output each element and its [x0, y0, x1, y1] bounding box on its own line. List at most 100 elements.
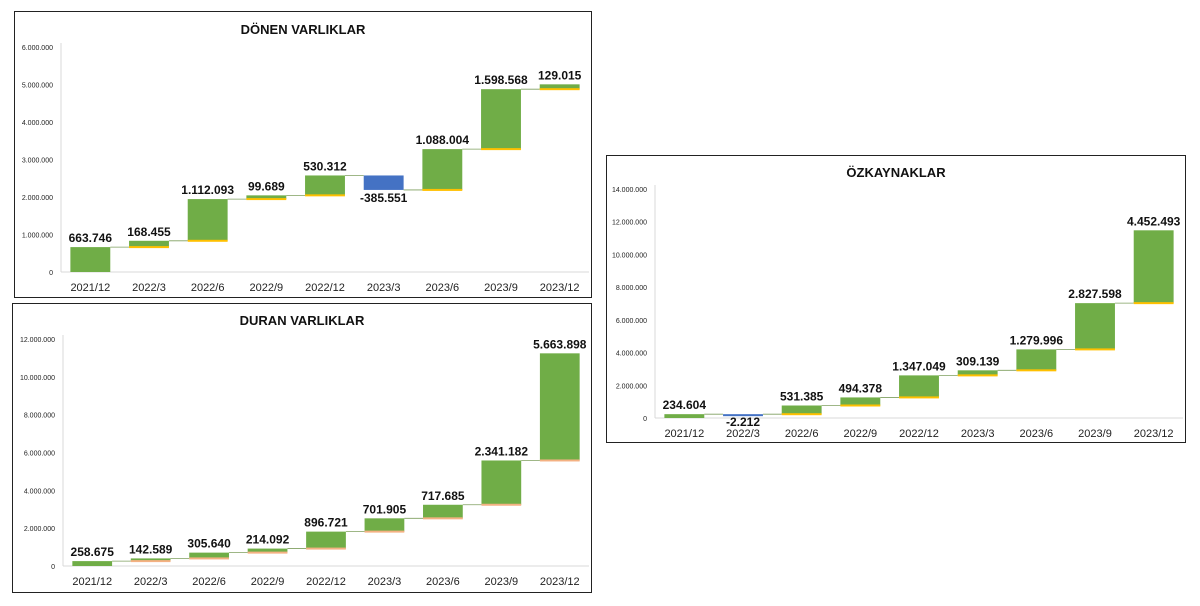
chart-svg-donen: 0 1.000.000 2.000.000 3.000.000 4.000.000 5.0…	[22, 43, 589, 294]
bar-base-edge	[957, 374, 998, 377]
y-tick-label: 10.000.000	[612, 252, 647, 259]
category-label: 2023/3	[961, 428, 995, 440]
waterfall-bar	[539, 84, 580, 90]
data-label: 494.378	[839, 381, 883, 395]
data-label: 896.721	[304, 516, 348, 530]
waterfall-bar	[481, 460, 522, 505]
category-label: 2022/9	[250, 282, 284, 294]
chart-svg-duran: 0 2.000.000 4.000.000 6.000.000 8.000.000 10.…	[20, 335, 589, 588]
y-tick-label: 2.000.000	[22, 195, 53, 202]
data-label: 530.312	[303, 159, 347, 173]
category-label: 2023/12	[1134, 428, 1174, 440]
y-tick-label: 0	[49, 270, 53, 277]
data-label: 1.088.004	[416, 133, 470, 147]
y-tick-label: 6.000.000	[24, 451, 55, 458]
waterfall-bar	[957, 370, 998, 376]
category-label: 2021/12	[70, 282, 110, 294]
bar-base-edge	[129, 246, 169, 249]
y-tick-label: 2.000.000	[24, 526, 55, 533]
category-label: 2022/9	[844, 428, 878, 440]
bar-base-edge	[246, 198, 287, 201]
waterfall-bar	[423, 504, 463, 519]
y-tick-label: 0	[643, 416, 647, 423]
waterfall-bar	[1016, 349, 1057, 371]
category-label: 2021/12	[72, 576, 112, 588]
data-label: 214.092	[246, 533, 290, 547]
bar-base-edge	[187, 239, 228, 242]
category-label: 2022/6	[192, 576, 226, 588]
category-label: 2023/9	[1078, 428, 1112, 440]
data-label: 1.112.093	[181, 183, 234, 197]
waterfall-bar	[539, 353, 580, 461]
waterfall-bar	[246, 195, 287, 200]
data-label: 663.746	[69, 231, 113, 245]
bar-base-edge	[247, 551, 288, 554]
chart-panel-ozkaynak: ÖZKAYNAKLAR 0 2.000.000 4.000.000 6.000.000…	[606, 155, 1186, 443]
data-label: 2.341.182	[475, 444, 529, 458]
chart-panel-duran: DURAN VARLIKLAR 0 2.000.000 4.000.000 6.000…	[12, 303, 592, 593]
waterfall-bar	[247, 548, 288, 553]
y-tick-label: 2.000.000	[616, 383, 647, 390]
category-label: 2022/12	[899, 428, 939, 440]
waterfall-bar	[1075, 303, 1115, 350]
data-label: 717.685	[421, 489, 465, 503]
bar-base-edge	[305, 194, 345, 197]
category-label: 2022/6	[785, 428, 819, 440]
y-tick-label: 8.000.000	[616, 285, 647, 292]
category-label: 2023/6	[1020, 428, 1054, 440]
data-label: 2.827.598	[1068, 287, 1122, 301]
bar-base-edge	[539, 459, 580, 462]
bar-base-edge	[1016, 369, 1057, 372]
category-label: 2022/6	[191, 282, 225, 294]
chart-title: DURAN VARLIKLAR	[239, 313, 365, 328]
chart-title: ÖZKAYNAKLAR	[846, 165, 946, 180]
waterfall-bar	[306, 531, 346, 549]
waterfall-bar	[781, 405, 822, 415]
waterfall-bar	[130, 558, 171, 562]
category-label: 2023/3	[368, 576, 402, 588]
bar-base-edge	[899, 396, 939, 399]
bar-base-edge	[840, 404, 881, 407]
category-label: 2022/3	[134, 576, 168, 588]
waterfall-bar	[723, 414, 763, 417]
data-label: 5.663.898	[533, 337, 587, 351]
category-label: 2022/3	[726, 428, 760, 440]
data-label: 168.455	[127, 225, 171, 239]
waterfall-bar	[72, 561, 113, 566]
bar-base-edge	[781, 413, 822, 416]
chart-title: DÖNEN VARLIKLAR	[240, 22, 366, 37]
category-label: 2022/12	[306, 576, 346, 588]
data-label: 309.139	[956, 354, 1000, 368]
bar-base-edge	[481, 148, 521, 151]
bar-base-edge	[1075, 348, 1115, 351]
waterfall-bar	[70, 247, 111, 272]
waterfall-bar	[422, 149, 463, 190]
data-label: 258.675	[71, 545, 115, 559]
waterfall-bar	[189, 552, 229, 559]
data-label: 701.905	[363, 502, 407, 516]
y-tick-label: 5.000.000	[22, 83, 53, 90]
y-tick-label: 12.000.000	[20, 337, 55, 344]
waterfall-bar	[1133, 230, 1174, 304]
waterfall-bar	[899, 375, 939, 398]
waterfall-bar	[129, 240, 169, 248]
y-tick-label: 14.000.000	[612, 187, 647, 194]
y-tick-label: 10.000.000	[20, 375, 55, 382]
data-label: 531.385	[780, 390, 824, 404]
data-label: 99.689	[248, 179, 285, 193]
y-tick-label: 6.000.000	[22, 45, 53, 52]
data-label: 142.589	[129, 542, 173, 556]
category-label: 2023/9	[484, 282, 518, 294]
category-label: 2023/12	[540, 282, 580, 294]
category-label: 2023/9	[485, 576, 519, 588]
y-tick-label: 12.000.000	[612, 220, 647, 227]
waterfall-bar	[840, 397, 881, 406]
waterfall-bar	[363, 175, 404, 190]
y-tick-label: 4.000.000	[22, 120, 53, 127]
waterfall-bar	[481, 89, 521, 150]
chart-panel-donen: DÖNEN VARLIKLAR 0 1.000.000 2.000.000 3.000…	[14, 11, 592, 298]
y-tick-label: 8.000.000	[24, 413, 55, 420]
data-label: 234.604	[663, 398, 707, 412]
y-tick-label: 4.000.000	[24, 488, 55, 495]
chart-svg-ozkaynak: 0 2.000.000 4.000.000 6.000.000 8.000.000 10.…	[612, 185, 1183, 440]
